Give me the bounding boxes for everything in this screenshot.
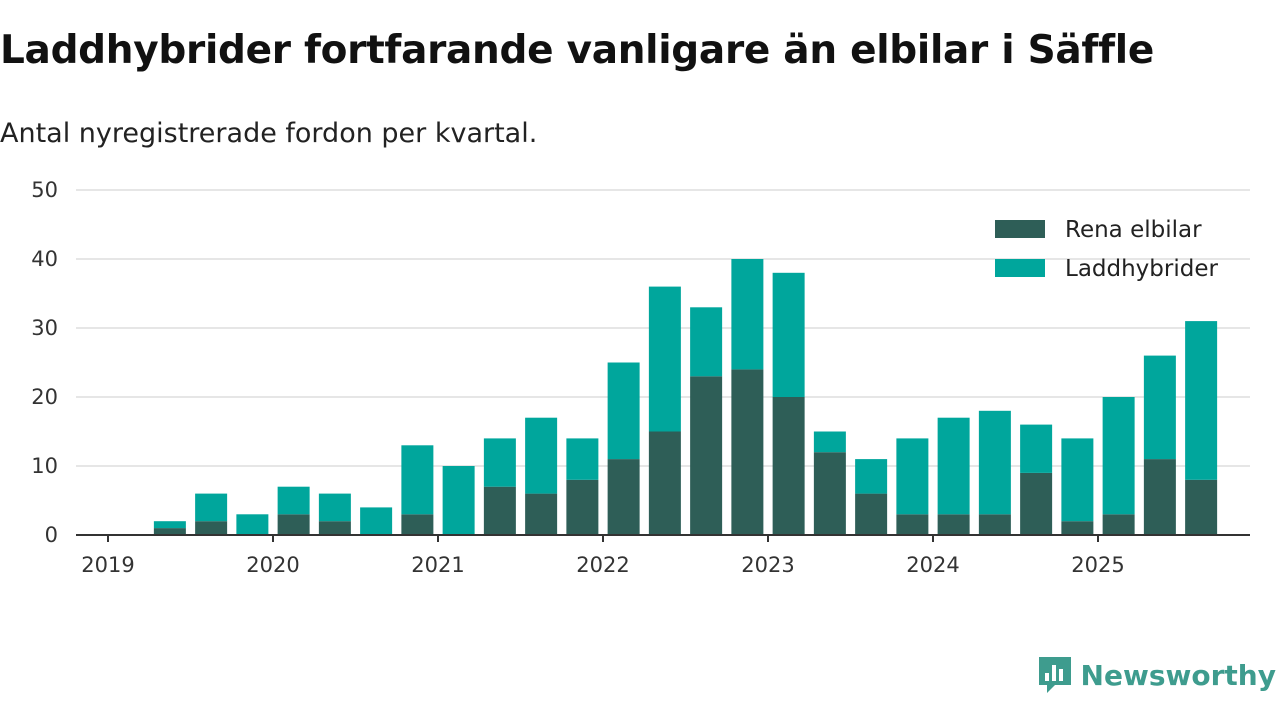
bar-laddhybrider	[690, 307, 723, 377]
bar-laddhybrider	[937, 417, 970, 515]
bar-laddhybrider	[195, 493, 228, 522]
bar-rena-elbilar	[772, 397, 805, 535]
bar-laddhybrider	[360, 507, 393, 535]
x-tick-label: 2020	[246, 553, 299, 577]
chart-subtitle: Antal nyregistrerade fordon per kvartal.	[0, 118, 538, 149]
bar-rena-elbilar	[937, 514, 970, 535]
bar-laddhybrider	[607, 362, 640, 460]
bar-laddhybrider	[318, 493, 351, 522]
bar-laddhybrider	[813, 431, 846, 453]
bar-rena-elbilar	[731, 369, 764, 535]
bar-rena-elbilar	[153, 528, 186, 535]
x-tick-label: 2024	[906, 553, 959, 577]
bar-laddhybrider	[731, 259, 764, 370]
bar-laddhybrider	[236, 514, 269, 535]
bar-rena-elbilar	[277, 514, 310, 535]
x-tick-label: 2023	[741, 553, 794, 577]
legend-label: Rena elbilar	[1065, 217, 1202, 243]
y-tick-label: 30	[31, 316, 58, 340]
bar-rena-elbilar	[648, 431, 681, 535]
bar-rena-elbilar	[401, 514, 434, 535]
bar-laddhybrider	[772, 272, 805, 397]
legend-swatch	[995, 220, 1045, 238]
bar-laddhybrider	[1185, 321, 1218, 480]
bar-rena-elbilar	[1020, 472, 1053, 535]
axes: 2019 2020 2021 2022 2023 2024 2025	[76, 534, 1250, 577]
brand-name: Newsworthy	[1080, 658, 1276, 692]
x-tick-label: 2022	[576, 553, 629, 577]
bar-rena-elbilar	[1185, 479, 1218, 535]
y-tick-label: 40	[31, 247, 58, 271]
bar-laddhybrider	[978, 410, 1011, 515]
y-tick-label: 0	[45, 523, 58, 547]
bar-laddhybrider	[566, 438, 599, 480]
y-tick-label: 20	[31, 385, 58, 409]
legend: Rena elbilar Laddhybrider	[995, 217, 1218, 282]
chart-title: Laddhybrider fortfarande vanligare än el…	[0, 28, 1154, 73]
bar-laddhybrider	[1020, 424, 1053, 473]
bar-laddhybrider	[1102, 397, 1135, 515]
bar-laddhybrider	[153, 521, 186, 529]
bar-rena-elbilar	[896, 514, 929, 535]
bar-laddhybrider	[277, 486, 310, 515]
brand: Newsworthy	[1037, 655, 1276, 695]
y-tick-label: 10	[31, 454, 58, 478]
legend-label: Laddhybrider	[1065, 256, 1218, 282]
bar-rena-elbilar	[566, 479, 599, 535]
bar-rena-elbilar	[525, 493, 558, 535]
legend-swatch	[995, 259, 1045, 277]
bar-laddhybrider	[1143, 355, 1176, 460]
x-tick-label: 2019	[81, 553, 134, 577]
stacked-bar-chart: 0 10 20 30 40 50 2019 2020 2021 2022 2023 2024 2025…	[31, 178, 1250, 577]
bar-rena-elbilar	[855, 493, 888, 535]
bar-rena-elbilar	[195, 521, 228, 535]
x-tick-label: 2025	[1071, 553, 1124, 577]
bar-laddhybrider	[1061, 438, 1094, 522]
bar-rena-elbilar	[1061, 521, 1094, 535]
bar-laddhybrider	[525, 417, 558, 494]
bar-laddhybrider	[483, 438, 516, 487]
x-tick-label: 2021	[411, 553, 464, 577]
bar-laddhybrider	[648, 286, 681, 432]
bar-rena-elbilar	[483, 486, 516, 535]
bar-laddhybrider	[401, 445, 434, 515]
bar-laddhybrider	[855, 459, 888, 494]
bars	[153, 259, 1218, 535]
y-tick-label: 50	[31, 178, 58, 202]
bar-rena-elbilar	[690, 376, 723, 535]
bar-laddhybrider	[896, 438, 929, 515]
bar-laddhybrider	[442, 466, 475, 535]
bar-rena-elbilar	[1143, 459, 1176, 535]
bar-rena-elbilar	[607, 459, 640, 535]
bar-rena-elbilar	[978, 514, 1011, 535]
bar-rena-elbilar	[318, 521, 351, 535]
bar-rena-elbilar	[813, 452, 846, 535]
newsworthy-logo-icon	[1038, 657, 1071, 693]
bar-rena-elbilar	[1102, 514, 1135, 535]
